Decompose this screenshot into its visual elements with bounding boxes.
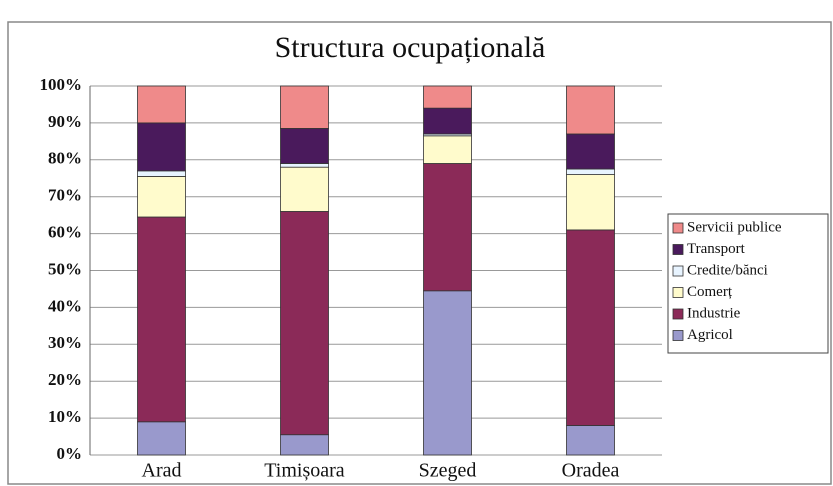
bar-segment bbox=[280, 211, 329, 436]
y-tick-label: 10% bbox=[48, 407, 82, 426]
y-tick-label: 0% bbox=[57, 444, 83, 463]
bar-segment bbox=[423, 163, 472, 292]
legend-swatch bbox=[672, 287, 684, 298]
y-tick-label: 90% bbox=[48, 112, 82, 131]
legend-swatch bbox=[672, 222, 684, 234]
legend-swatch bbox=[672, 330, 684, 341]
chart-title: Structura ocupațională bbox=[275, 31, 546, 64]
bar-segment bbox=[137, 85, 186, 124]
bar-segment bbox=[280, 128, 329, 164]
bar-segment bbox=[137, 122, 186, 172]
legend-label: Transport bbox=[687, 241, 746, 257]
bar-segment bbox=[137, 421, 186, 456]
y-tick-label: 100% bbox=[40, 75, 83, 94]
legend-swatch bbox=[672, 265, 684, 277]
bar-segment bbox=[566, 229, 615, 426]
bar-segment bbox=[137, 216, 186, 423]
x-tick-label: Timișoara bbox=[264, 460, 345, 482]
bar-segment bbox=[280, 434, 329, 456]
bar-segment bbox=[566, 168, 615, 175]
bar-segment bbox=[566, 85, 615, 135]
bar-segment bbox=[280, 163, 329, 168]
y-tick-label: 70% bbox=[48, 186, 82, 205]
legend-swatch bbox=[672, 244, 684, 255]
bar-segment bbox=[566, 425, 615, 456]
legend-label: Servicii publice bbox=[687, 219, 782, 235]
y-tick-label: 80% bbox=[48, 149, 82, 168]
legend-swatch bbox=[672, 308, 684, 320]
x-tick-label: Arad bbox=[142, 460, 182, 482]
y-tick-label: 40% bbox=[48, 296, 82, 315]
bar-segment bbox=[280, 85, 329, 129]
y-tick-label: 50% bbox=[48, 259, 82, 278]
legend-box bbox=[667, 213, 829, 354]
y-tick-label: 60% bbox=[48, 223, 82, 242]
bar-segment bbox=[423, 107, 472, 135]
x-tick-label: Oradea bbox=[562, 460, 620, 482]
legend-label: Industrie bbox=[687, 305, 741, 321]
bar-segment bbox=[566, 174, 615, 231]
bar-segment bbox=[137, 176, 186, 218]
bar-segment bbox=[423, 135, 472, 164]
y-tick-label: 20% bbox=[48, 370, 82, 389]
bar-segment bbox=[137, 170, 186, 177]
legend-label: Credite/bănci bbox=[687, 262, 768, 278]
x-tick-label: Szeged bbox=[419, 460, 477, 482]
bar-segment bbox=[423, 290, 472, 456]
bar-segment bbox=[423, 85, 472, 109]
bar-segment bbox=[280, 166, 329, 212]
legend-label: Agricol bbox=[687, 327, 733, 343]
bar-segment bbox=[566, 133, 615, 170]
legend-label: Comerț bbox=[687, 284, 733, 300]
y-tick-label: 30% bbox=[48, 333, 82, 352]
